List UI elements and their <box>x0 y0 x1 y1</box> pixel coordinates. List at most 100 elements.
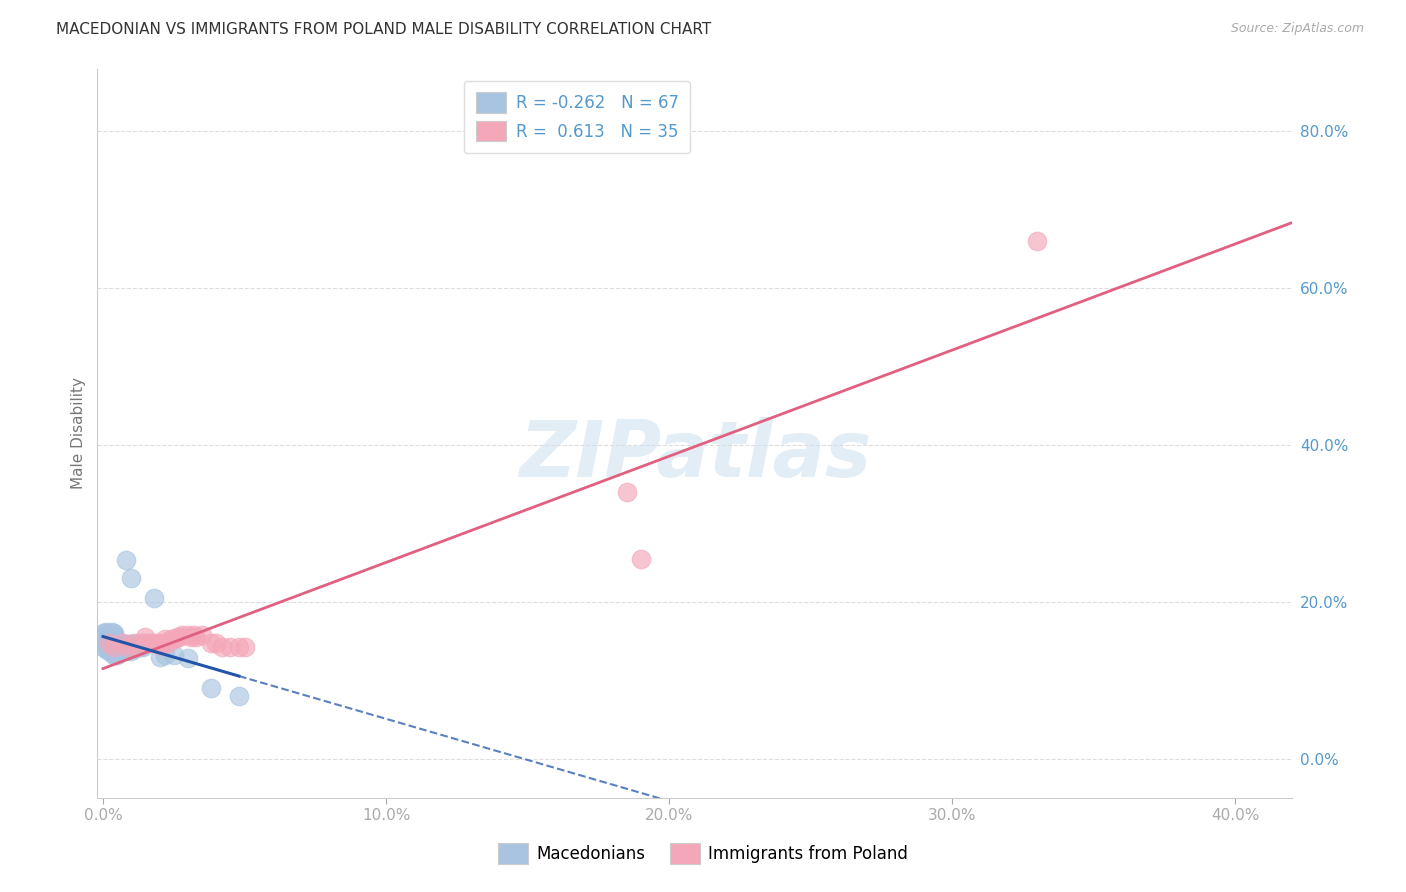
Y-axis label: Male Disability: Male Disability <box>72 377 86 490</box>
Point <box>136 636 159 650</box>
Point <box>97 634 120 648</box>
Point <box>630 551 652 566</box>
Point <box>111 637 134 651</box>
Point <box>155 632 177 646</box>
Point <box>125 640 148 654</box>
Point <box>128 640 150 654</box>
Point <box>143 591 166 605</box>
Point <box>97 643 120 657</box>
Point <box>97 636 120 650</box>
Point <box>100 638 122 652</box>
Point <box>97 626 120 640</box>
Point <box>616 485 638 500</box>
Point <box>128 636 150 650</box>
Point <box>108 638 131 652</box>
Point <box>97 640 120 654</box>
Point <box>97 636 120 650</box>
Point <box>111 636 134 650</box>
Point <box>157 636 180 650</box>
Point <box>163 648 186 662</box>
Point <box>131 636 153 650</box>
Point <box>228 640 250 654</box>
Point <box>103 628 125 642</box>
Point <box>183 628 205 642</box>
Point <box>122 636 145 650</box>
Point <box>94 632 117 647</box>
Point <box>186 630 208 644</box>
Point <box>91 626 114 640</box>
Point <box>228 689 250 703</box>
Point <box>94 642 117 657</box>
Point <box>131 640 153 654</box>
Point <box>100 642 122 657</box>
Point <box>120 640 142 654</box>
Point <box>169 630 191 644</box>
Point <box>120 637 142 651</box>
Point <box>191 628 214 642</box>
Point <box>233 640 256 654</box>
Point <box>105 638 128 652</box>
Point <box>205 636 228 650</box>
Point <box>1026 234 1049 248</box>
Point <box>103 640 125 654</box>
Point <box>117 640 139 654</box>
Point <box>97 628 120 642</box>
Point <box>114 640 136 654</box>
Point <box>219 640 242 654</box>
Point <box>149 649 172 664</box>
Point <box>211 640 233 654</box>
Point <box>117 642 139 657</box>
Point <box>134 630 156 644</box>
Point <box>111 640 134 654</box>
Point <box>166 630 188 644</box>
Point <box>114 553 136 567</box>
Point <box>117 637 139 651</box>
Point <box>120 643 142 657</box>
Point <box>103 626 125 640</box>
Point <box>105 648 128 662</box>
Point <box>103 636 125 650</box>
Legend: R = -0.262   N = 67, R =  0.613   N = 35: R = -0.262 N = 67, R = 0.613 N = 35 <box>464 80 690 153</box>
Point <box>200 681 222 696</box>
Point <box>108 643 131 657</box>
Point <box>103 643 125 657</box>
Point <box>100 646 122 660</box>
Point <box>105 636 128 650</box>
Point <box>200 636 222 650</box>
Point <box>149 638 172 652</box>
Point <box>160 632 183 646</box>
Text: ZIPatlas: ZIPatlas <box>519 417 870 493</box>
Point <box>94 638 117 652</box>
Point <box>91 640 114 654</box>
Point <box>180 630 202 644</box>
Point <box>125 637 148 651</box>
Point <box>122 637 145 651</box>
Point <box>163 632 186 646</box>
Point <box>143 636 166 650</box>
Point <box>94 636 117 650</box>
Point <box>146 636 169 650</box>
Point <box>105 642 128 657</box>
Point <box>114 643 136 657</box>
Legend: Macedonians, Immigrants from Poland: Macedonians, Immigrants from Poland <box>491 837 915 871</box>
Point <box>111 643 134 657</box>
Point <box>114 637 136 651</box>
Point <box>91 632 114 647</box>
Text: MACEDONIAN VS IMMIGRANTS FROM POLAND MALE DISABILITY CORRELATION CHART: MACEDONIAN VS IMMIGRANTS FROM POLAND MAL… <box>56 22 711 37</box>
Point <box>100 636 122 650</box>
Point <box>155 648 177 662</box>
Point <box>100 624 122 639</box>
Point <box>177 628 200 642</box>
Text: Source: ZipAtlas.com: Source: ZipAtlas.com <box>1230 22 1364 36</box>
Point <box>125 640 148 654</box>
Point <box>97 630 120 644</box>
Point <box>103 648 125 662</box>
Point <box>122 642 145 657</box>
Point <box>139 636 162 650</box>
Point <box>117 640 139 654</box>
Point <box>108 636 131 650</box>
Point <box>103 634 125 648</box>
Point <box>94 628 117 642</box>
Point <box>100 628 122 642</box>
Point <box>94 624 117 639</box>
